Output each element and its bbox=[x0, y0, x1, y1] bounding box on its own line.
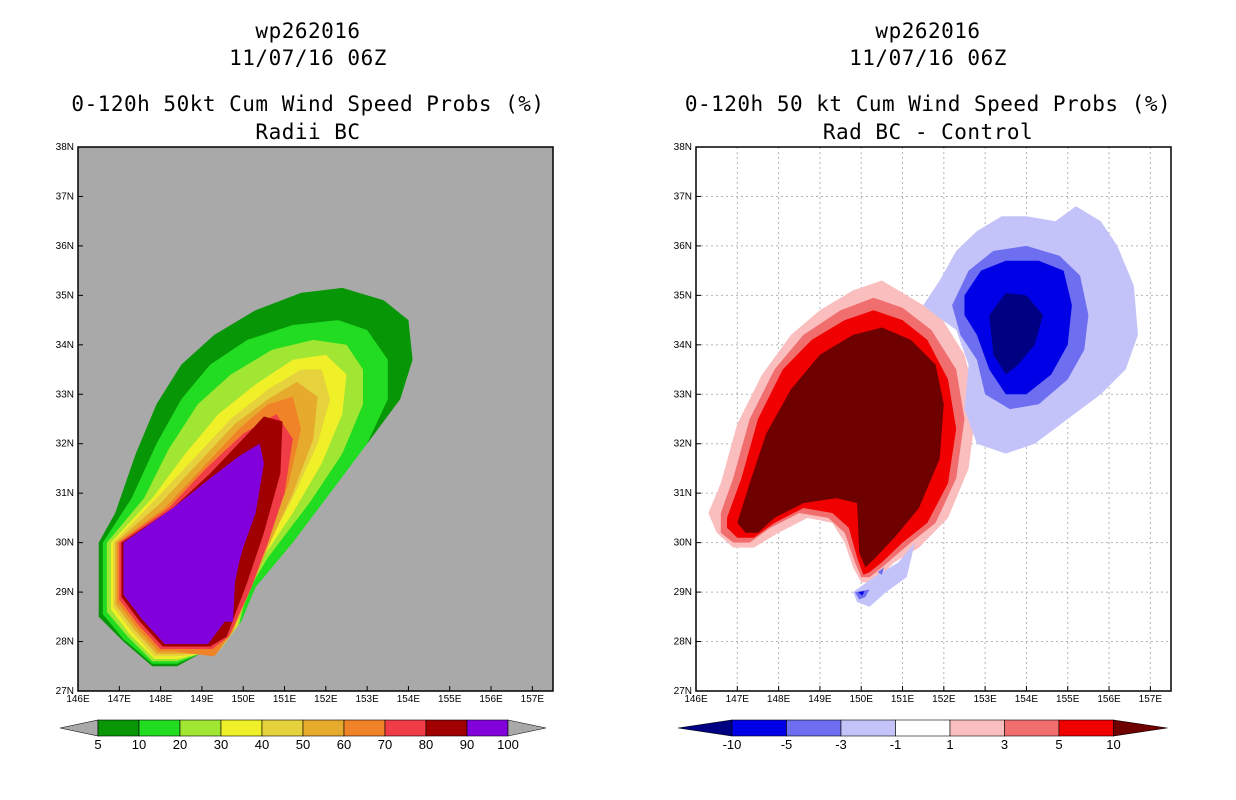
y-tick-label: 38N bbox=[56, 142, 74, 153]
x-tick-label: 157E bbox=[521, 694, 545, 705]
y-tick-label: 37N bbox=[56, 191, 74, 202]
colorbar-segment bbox=[841, 720, 896, 736]
x-tick-label: 156E bbox=[1097, 694, 1121, 705]
chart-canvas: 146E 147E 148E 149E 150E 151E 152E 153E 154E 155E… bbox=[0, 0, 1236, 800]
y-tick-label: 32N bbox=[674, 439, 692, 450]
colorbar-label: 30 bbox=[214, 737, 228, 752]
colorbar: 5 10 20 30 40 50 60 70 80 90 100 bbox=[60, 720, 546, 752]
colorbar-label: 3 bbox=[1001, 737, 1008, 752]
colorbar-segment bbox=[732, 720, 787, 736]
y-tick-label: 31N bbox=[674, 488, 692, 499]
colorbar-label: 60 bbox=[337, 737, 351, 752]
x-tick-label: 151E bbox=[273, 694, 297, 705]
colorbar-segment bbox=[1005, 720, 1060, 736]
x-tick-label: 149E bbox=[808, 694, 832, 705]
x-tick-label: 149E bbox=[190, 694, 214, 705]
colorbar-segment bbox=[139, 720, 180, 736]
x-tick-label: 153E bbox=[973, 694, 997, 705]
y-tick-label: 27N bbox=[674, 686, 692, 697]
y-tick-label: 36N bbox=[674, 241, 692, 252]
x-tick-label: 148E bbox=[767, 694, 791, 705]
x-tick-label: 152E bbox=[314, 694, 338, 705]
colorbar-segment bbox=[467, 720, 508, 736]
y-tick-label: 30N bbox=[674, 538, 692, 549]
x-tick-label: 147E bbox=[726, 694, 750, 705]
x-tick-label: 150E bbox=[232, 694, 256, 705]
y-tick-label: 31N bbox=[56, 488, 74, 499]
x-tick-label: 155E bbox=[438, 694, 462, 705]
colorbar-label: -3 bbox=[835, 737, 847, 752]
colorbar-label: -5 bbox=[781, 737, 793, 752]
colorbar-segment bbox=[180, 720, 221, 736]
colorbar-label: 70 bbox=[378, 737, 392, 752]
colorbar-segment bbox=[896, 720, 951, 736]
colorbar-label: 80 bbox=[419, 737, 433, 752]
y-tick-label: 33N bbox=[674, 389, 692, 400]
colorbar-label: 100 bbox=[497, 737, 519, 752]
colorbar-label: 50 bbox=[296, 737, 310, 752]
colorbar: -10 -5 -3 -1 1 3 5 10 bbox=[678, 720, 1168, 752]
y-tick-label: 38N bbox=[674, 142, 692, 153]
colorbar-segment bbox=[787, 720, 842, 736]
colorbar-segment bbox=[221, 720, 262, 736]
colorbar-label: 40 bbox=[255, 737, 269, 752]
colorbar-segment bbox=[950, 720, 1005, 736]
colorbar-label: -1 bbox=[890, 737, 902, 752]
colorbar-label: 90 bbox=[460, 737, 474, 752]
y-tick-label: 29N bbox=[674, 587, 692, 598]
x-tick-label: 147E bbox=[108, 694, 132, 705]
y-tick-label: 36N bbox=[56, 241, 74, 252]
colorbar-segment bbox=[1059, 720, 1114, 736]
colorbar-over-triangle bbox=[1114, 720, 1168, 736]
colorbar-segment bbox=[344, 720, 385, 736]
x-tick-label: 157E bbox=[1139, 694, 1163, 705]
y-tick-label: 37N bbox=[674, 191, 692, 202]
colorbar-label: 5 bbox=[94, 737, 101, 752]
colorbar-segment bbox=[98, 720, 139, 736]
colorbar-under-triangle bbox=[60, 720, 98, 736]
colorbar-segment bbox=[385, 720, 426, 736]
colorbar-over-triangle bbox=[508, 720, 546, 736]
y-tick-label: 32N bbox=[56, 439, 74, 450]
x-tick-label: 150E bbox=[850, 694, 874, 705]
x-tick-label: 156E bbox=[479, 694, 503, 705]
colorbar-under-triangle bbox=[678, 720, 732, 736]
colorbar-label: 1 bbox=[946, 737, 953, 752]
colorbar-segment bbox=[303, 720, 344, 736]
x-tick-label: 148E bbox=[149, 694, 173, 705]
panel-1: 146E 147E 148E 149E 150E 151E 152E 153E 154E 155E… bbox=[674, 142, 1171, 752]
x-tick-label: 152E bbox=[932, 694, 956, 705]
y-tick-label: 28N bbox=[56, 637, 74, 648]
colorbar-label: 10 bbox=[132, 737, 146, 752]
y-tick-label: 34N bbox=[674, 340, 692, 351]
colorbar-label: 20 bbox=[173, 737, 187, 752]
y-tick-label: 35N bbox=[674, 290, 692, 301]
colorbar-label: 10 bbox=[1106, 737, 1120, 752]
y-tick-label: 35N bbox=[56, 290, 74, 301]
x-tick-label: 151E bbox=[891, 694, 915, 705]
y-tick-label: 29N bbox=[56, 587, 74, 598]
colorbar-segment bbox=[426, 720, 467, 736]
colorbar-segment bbox=[262, 720, 303, 736]
colorbar-label: -10 bbox=[723, 737, 742, 752]
y-tick-label: 28N bbox=[674, 637, 692, 648]
y-tick-label: 30N bbox=[56, 538, 74, 549]
x-tick-label: 154E bbox=[397, 694, 421, 705]
y-tick-label: 33N bbox=[56, 389, 74, 400]
y-tick-label: 34N bbox=[56, 340, 74, 351]
y-tick-label: 27N bbox=[56, 686, 74, 697]
colorbar-label: 5 bbox=[1055, 737, 1062, 752]
x-tick-label: 155E bbox=[1056, 694, 1080, 705]
panel-0: 146E 147E 148E 149E 150E 151E 152E 153E 154E 155E… bbox=[56, 142, 553, 752]
x-tick-label: 153E bbox=[355, 694, 379, 705]
x-tick-label: 154E bbox=[1015, 694, 1039, 705]
